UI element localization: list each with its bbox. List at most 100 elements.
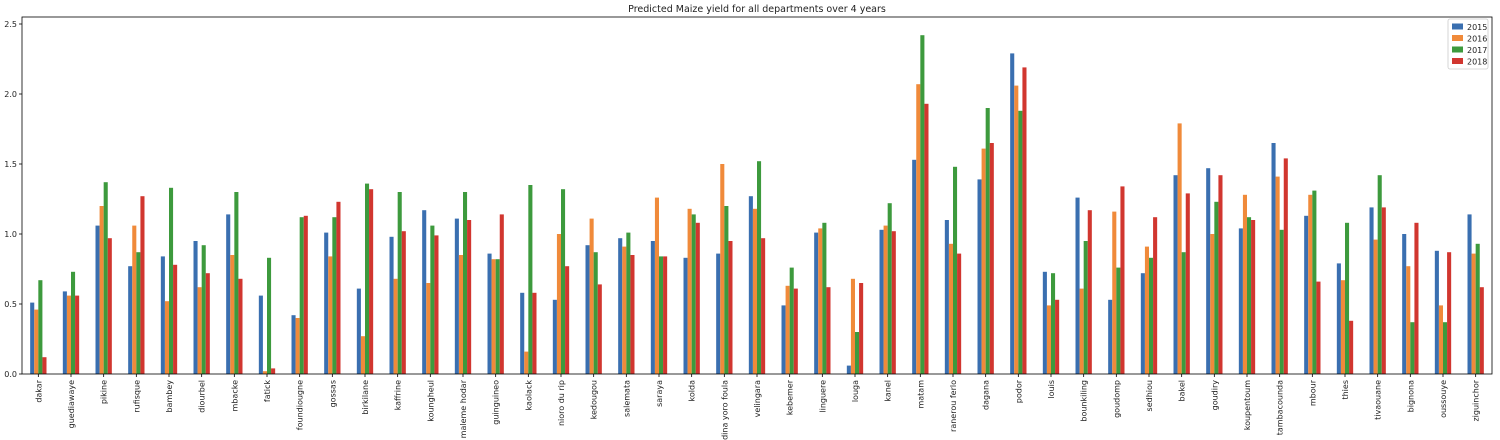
- y-tick-label: 1.0: [4, 230, 17, 239]
- bar-2017-ziguinchor: [1475, 243, 1480, 374]
- bar-2015-rufisque: [128, 266, 133, 374]
- bar-2015-sedhiou: [1140, 273, 1145, 374]
- bar-2016-sedhiou: [1144, 246, 1149, 374]
- bar-2018-salemata: [630, 255, 635, 374]
- bar-2015-velingara: [748, 196, 753, 374]
- bar-2016-pikine: [99, 206, 104, 374]
- bar-2016-guediawaye: [66, 295, 71, 374]
- bar-2016-salemata: [622, 246, 627, 374]
- bar-2018-ranerou-ferlo: [957, 253, 962, 374]
- bar-2016-bakel: [1177, 123, 1182, 375]
- bar-2015-matam: [912, 159, 917, 374]
- bar-2018-kaffrine: [401, 231, 406, 374]
- bar-2018-kolda: [695, 222, 700, 374]
- bar-2015-oussouye: [1434, 250, 1439, 374]
- bar-2016-koupentoum: [1242, 194, 1247, 374]
- x-tick-label: oussouye: [1439, 380, 1448, 418]
- bar-2016-dakar: [34, 309, 39, 374]
- x-tick-label: kebemer: [786, 379, 795, 415]
- bar-2016-gossas: [328, 256, 333, 374]
- plot-frame: [21, 16, 1493, 375]
- bar-2018-louga: [859, 283, 864, 374]
- bar-2018-foundiougne: [303, 215, 308, 374]
- bar-2015-bakel: [1173, 175, 1178, 374]
- bar-2017-dagana: [985, 108, 990, 374]
- bar-2017-fatick: [267, 257, 272, 374]
- bar-2018-saraya: [663, 256, 668, 374]
- legend-label: 2018: [1467, 58, 1487, 67]
- bar-2017-bakel: [1181, 252, 1186, 374]
- bar-2018-rufisque: [140, 196, 145, 374]
- bar-2015-mbacke: [226, 214, 231, 374]
- bar-2017-guinguineo: [495, 259, 500, 374]
- bar-2015-guediawaye: [62, 291, 67, 374]
- bar-2017-matam: [920, 35, 925, 374]
- bar-2015-dagana: [977, 179, 982, 374]
- bar-2015-kanel: [879, 229, 884, 374]
- bar-2015-guinguineo: [487, 253, 492, 374]
- bar-2016-rufisque: [132, 225, 137, 374]
- bar-2016-louga: [850, 278, 855, 374]
- bar-2015-bambey: [160, 256, 165, 374]
- legend-label: 2016: [1467, 35, 1487, 44]
- bar-2018-podor: [1022, 67, 1027, 375]
- bar-2015-nioro-du-rip: [552, 299, 557, 374]
- bar-2016-fatick: [262, 371, 267, 374]
- bar-2015-linguere: [814, 232, 819, 374]
- y-tick-label: 2.0: [4, 90, 17, 99]
- bar-2016-linguere: [818, 228, 823, 374]
- bar-2017-foundiougne: [299, 217, 304, 374]
- bar-2018-diourbel: [205, 273, 210, 374]
- bar-2016-bambey: [164, 301, 169, 374]
- bar-2015-dakar: [30, 302, 35, 374]
- bar-2017-dakar: [38, 280, 43, 374]
- bar-2018-birkilane: [369, 189, 374, 374]
- x-tick-label: goudomp: [1112, 380, 1121, 418]
- x-tick-label: kaolack: [524, 380, 533, 411]
- bar-2016-birkilane: [360, 336, 365, 374]
- bar-2017-kebemer: [789, 267, 794, 374]
- x-tick-label: maleme hodar: [459, 379, 468, 438]
- bar-2017-rufisque: [136, 252, 141, 374]
- x-tick-label: dakar: [34, 379, 43, 402]
- bar-2018-bounkiling: [1087, 210, 1092, 374]
- x-tick-label: thies: [1341, 380, 1350, 400]
- bar-2017-pikine: [103, 182, 108, 374]
- bar-2018-linguere: [826, 287, 831, 374]
- bars-group: [30, 35, 1484, 375]
- bar-2016-matam: [916, 84, 921, 374]
- bar-2017-kaolack: [528, 185, 533, 374]
- bar-2017-linguere: [822, 222, 827, 374]
- bar-2016-louis: [1046, 305, 1051, 374]
- bar-2015-pikine: [95, 225, 100, 374]
- bar-2017-sedhiou: [1149, 257, 1154, 374]
- bar-2015-bounkiling: [1075, 197, 1080, 374]
- bar-2015-kebemer: [781, 305, 786, 374]
- bar-2017-guediawaye: [71, 271, 76, 374]
- bar-2018-gossas: [336, 201, 341, 374]
- bar-2016-tivaouane: [1373, 239, 1378, 374]
- x-tick-label: louga: [851, 380, 860, 402]
- bar-2016-velingara: [752, 208, 757, 374]
- x-tick-label: medina yoro foula: [720, 380, 729, 440]
- bar-2016-kanel: [883, 225, 888, 374]
- bar-2018-oussouye: [1447, 252, 1452, 374]
- x-tick-label: bounkiling: [1080, 380, 1089, 422]
- bar-2015-kaolack: [520, 292, 525, 374]
- y-tick-label: 0.5: [4, 300, 17, 309]
- bar-2017-saraya: [659, 256, 664, 374]
- bar-2017-louis: [1051, 273, 1056, 374]
- chart-title: Predicted Maize yield for all department…: [628, 4, 886, 15]
- x-tick-label: guinguineo: [492, 380, 501, 425]
- bar-2017-mbacke: [234, 192, 239, 374]
- bar-2016-kolda: [687, 208, 692, 374]
- bar-2015-louis: [1042, 271, 1047, 374]
- legend-swatch: [1452, 23, 1463, 30]
- x-tick-label: koupentoum: [1243, 380, 1252, 430]
- x-tick-label: kaffrine: [394, 380, 403, 410]
- bar-2017-goudomp: [1116, 267, 1121, 374]
- y-tick-label: 1.5: [4, 160, 17, 169]
- bar-2017-nioro-du-rip: [561, 189, 566, 374]
- bar-2017-birkilane: [365, 183, 370, 374]
- bar-2018-dagana: [989, 143, 994, 374]
